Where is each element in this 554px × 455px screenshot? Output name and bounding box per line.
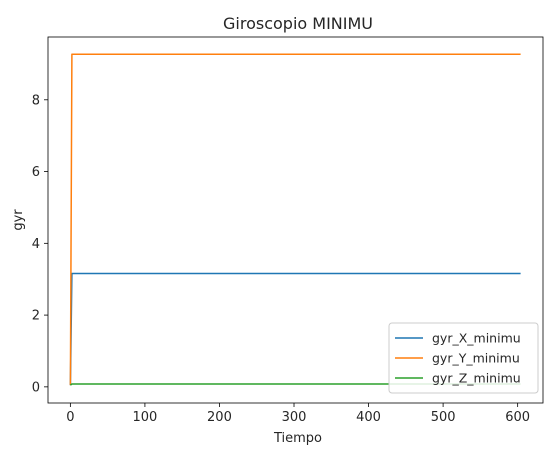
y-tick-label: 4 bbox=[32, 237, 40, 252]
axes-frame bbox=[47, 36, 544, 404]
x-tick-label: 300 bbox=[282, 410, 307, 425]
y-tick-label: 6 bbox=[32, 165, 40, 180]
series-layer bbox=[69, 53, 521, 386]
legend-label: gyr_X_minimu bbox=[432, 331, 521, 346]
legend-items: gyr_X_minimu gyr_Y_minimu gyr_Z_minimu bbox=[395, 331, 521, 386]
x-axis-ticks: 0 100 200 300 400 500 600 bbox=[66, 403, 530, 425]
series-line-gyr_Y_minimu bbox=[69, 53, 521, 386]
plot-area: 0 100 200 300 400 500 600 0 2 4 6 8 bbox=[32, 36, 544, 425]
legend: gyr_X_minimu gyr_Y_minimu gyr_Z_minimu bbox=[388, 322, 539, 394]
x-tick-label: 0 bbox=[66, 410, 74, 425]
legend-box bbox=[388, 322, 539, 394]
y-axis-ticks: 0 2 4 6 8 bbox=[32, 93, 48, 395]
x-tick-label: 500 bbox=[431, 410, 456, 425]
y-axis-label: gyr bbox=[11, 209, 26, 231]
y-tick-label: 8 bbox=[32, 93, 40, 108]
series-line-gyr_Z_minimu bbox=[69, 383, 521, 386]
legend-label: gyr_Y_minimu bbox=[432, 351, 520, 366]
y-tick-label: 2 bbox=[32, 309, 40, 324]
x-tick-label: 100 bbox=[132, 410, 157, 425]
x-axis-label: Tiempo bbox=[273, 431, 322, 446]
y-tick-label: 0 bbox=[32, 380, 40, 395]
x-tick-label: 600 bbox=[505, 410, 530, 425]
x-tick-label: 200 bbox=[207, 410, 232, 425]
x-tick-label: 400 bbox=[356, 410, 381, 425]
chart-title: Giroscopio MINIMU bbox=[223, 14, 373, 33]
legend-label: gyr_Z_minimu bbox=[432, 371, 521, 386]
